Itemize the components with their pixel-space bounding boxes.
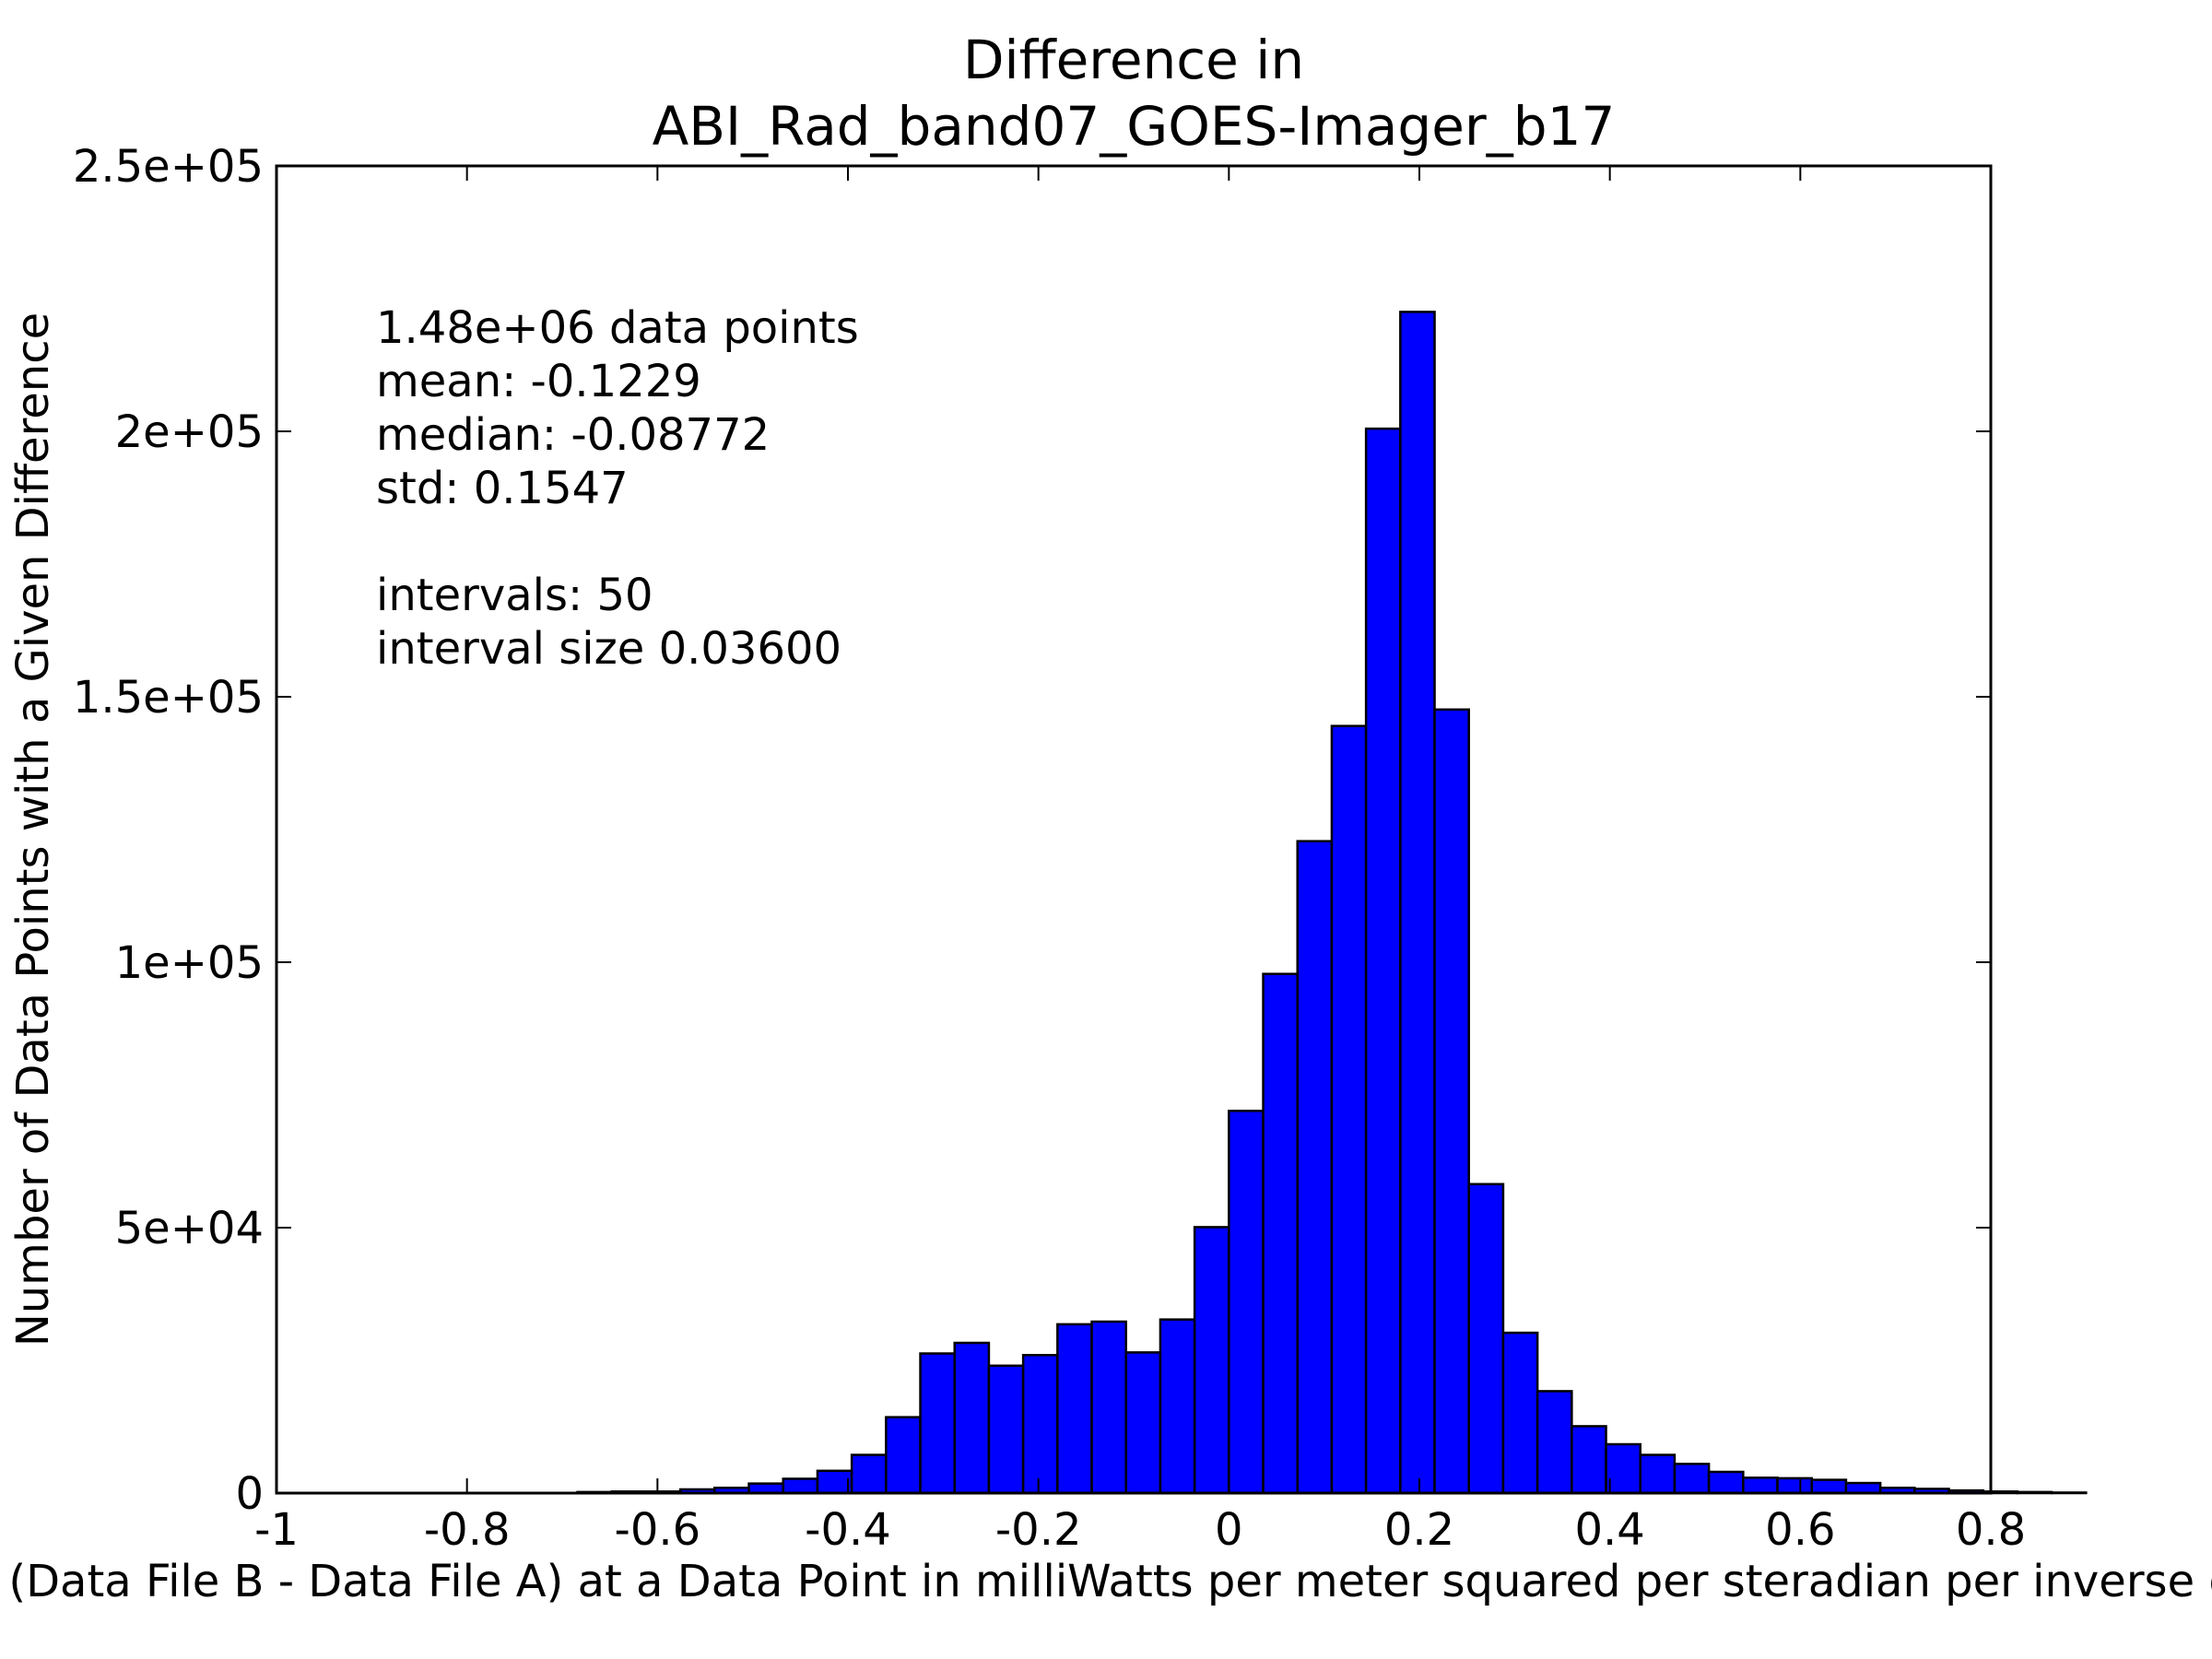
histogram-bar — [1673, 1463, 1711, 1495]
histogram-bar — [885, 1416, 922, 1495]
y-tick-label: 1.5e+05 — [73, 672, 264, 724]
stats-line: intervals: 50 — [376, 570, 653, 621]
histogram-bar — [2016, 1490, 2053, 1495]
histogram-bar — [1262, 972, 1299, 1495]
histogram-bar — [1399, 311, 1436, 1495]
x-tick-label: 0.8 — [1956, 1504, 2026, 1556]
histogram-bar — [1501, 1331, 1539, 1495]
histogram-bar — [953, 1341, 991, 1495]
histogram-bar — [1433, 708, 1470, 1495]
histogram-bar — [1467, 1182, 1505, 1495]
x-tick-label: 0.6 — [1765, 1504, 1835, 1556]
stats-line: std: 0.1547 — [376, 463, 629, 514]
x-tick-label: 0 — [1215, 1504, 1243, 1556]
histogram-bar — [2050, 1491, 2088, 1495]
histogram-bar — [1639, 1453, 1677, 1495]
histogram-bar — [1193, 1226, 1230, 1495]
histogram-bar — [850, 1453, 888, 1495]
histogram-bar — [1330, 724, 1368, 1495]
histogram-bar — [1056, 1323, 1093, 1495]
histogram-bar — [919, 1352, 956, 1495]
histogram-bar — [1228, 1110, 1265, 1495]
ticks-group: -1 -0.8 -0.6 -0.4 -0.2 0 0.2 0.4 0.6 0.8 0 5e+04 1e+… — [73, 141, 2026, 1556]
x-axis-label: Value of (Data File B - Data File A) at … — [0, 1556, 2212, 1607]
histogram-bar — [816, 1469, 853, 1495]
x-tick-label: -0.6 — [615, 1504, 701, 1556]
histogram-bar — [1776, 1477, 1813, 1495]
histogram-bar — [747, 1482, 784, 1495]
histogram-bar — [1707, 1470, 1745, 1495]
histogram-bar — [1810, 1478, 1848, 1495]
histogram-bar — [782, 1477, 819, 1495]
bars-group — [576, 311, 2088, 1495]
stats-line: mean: -0.1229 — [376, 356, 701, 407]
x-tick-label: -1 — [254, 1504, 299, 1556]
x-tick-label: -0.4 — [805, 1504, 891, 1556]
histogram-bar — [1535, 1390, 1573, 1495]
histogram-bar — [1296, 840, 1334, 1495]
y-tick-label: 5e+04 — [115, 1203, 264, 1254]
histogram-bar — [987, 1364, 1025, 1495]
x-tick-label: -0.8 — [424, 1504, 511, 1556]
x-tick-label: 0.4 — [1574, 1504, 1644, 1556]
histogram-bar — [1021, 1353, 1059, 1495]
histogram-bar — [1159, 1318, 1196, 1495]
stats-line: interval size 0.03600 — [376, 623, 841, 675]
stats-line: median: -0.08772 — [376, 409, 770, 461]
y-tick-label: 2.5e+05 — [73, 141, 264, 193]
plot-frame — [275, 164, 1993, 1495]
histogram-bar — [1364, 427, 1402, 1495]
chart-title-line-1: Difference in — [963, 29, 1304, 91]
histogram-bar — [1090, 1320, 1127, 1495]
x-tick-label: 0.2 — [1384, 1504, 1454, 1556]
y-tick-label: 1e+05 — [115, 937, 264, 989]
y-tick-label: 2e+05 — [115, 406, 264, 458]
histogram-bar — [1605, 1442, 1641, 1495]
chart-title-line-2: ABI_Rad_band07_GOES-Imager_b17 — [653, 95, 1616, 158]
histogram-bar — [1124, 1351, 1162, 1495]
stats-line: 1.48e+06 data points — [376, 302, 859, 354]
histogram-bar — [1844, 1481, 1882, 1495]
histogram-bar — [1571, 1425, 1607, 1495]
y-axis-label: Number of Data Points with a Given Diffe… — [7, 312, 59, 1347]
x-tick-label: -0.2 — [995, 1504, 1082, 1556]
histogram-bar — [1742, 1477, 1779, 1495]
y-tick-label: 0 — [235, 1468, 264, 1520]
